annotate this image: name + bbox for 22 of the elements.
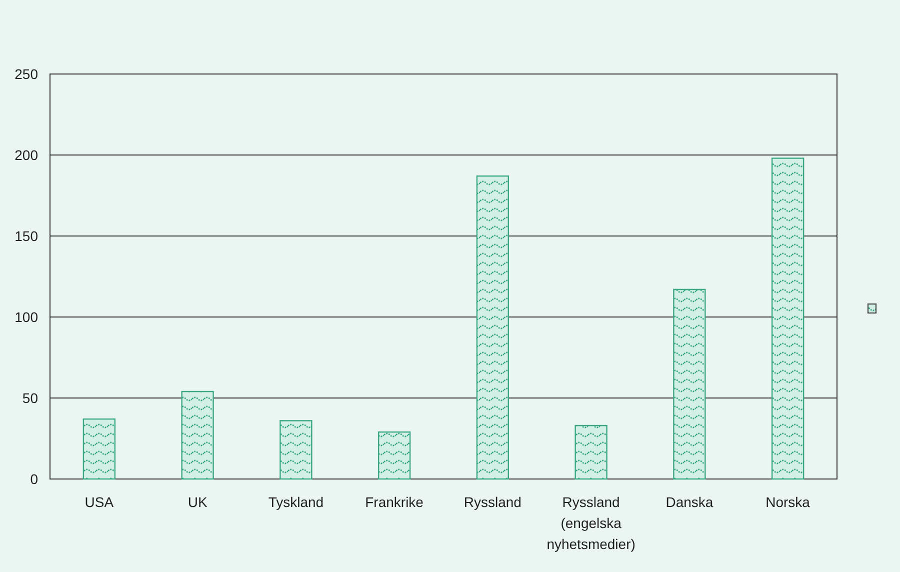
x-tick-label: Norska [766, 494, 810, 510]
y-tick-label: 200 [14, 146, 38, 163]
y-tick-label: 50 [22, 390, 38, 406]
x-tick-label: USA [84, 494, 114, 510]
bar [771, 158, 804, 480]
y-tick-label: 150 [14, 228, 38, 244]
bar [82, 418, 116, 480]
bar [280, 420, 312, 480]
x-tick-label: Ryssland (engelska nyhetsmedier) [546, 494, 636, 552]
y-tick-label: 0 [30, 470, 38, 487]
bar [181, 390, 214, 480]
bar [476, 175, 510, 480]
y-tick-label: 250 [14, 66, 38, 82]
x-tick-label: UK [188, 494, 208, 510]
bar [574, 424, 608, 480]
x-tick-label: Ryssland [464, 494, 522, 510]
x-tick-label: Danska [666, 494, 714, 510]
bar [673, 288, 706, 480]
bar [378, 431, 411, 480]
x-tick-label: Tyskland [268, 494, 324, 510]
y-tick-label: 100 [14, 308, 38, 325]
x-tick-label: Frankrike [365, 494, 424, 510]
